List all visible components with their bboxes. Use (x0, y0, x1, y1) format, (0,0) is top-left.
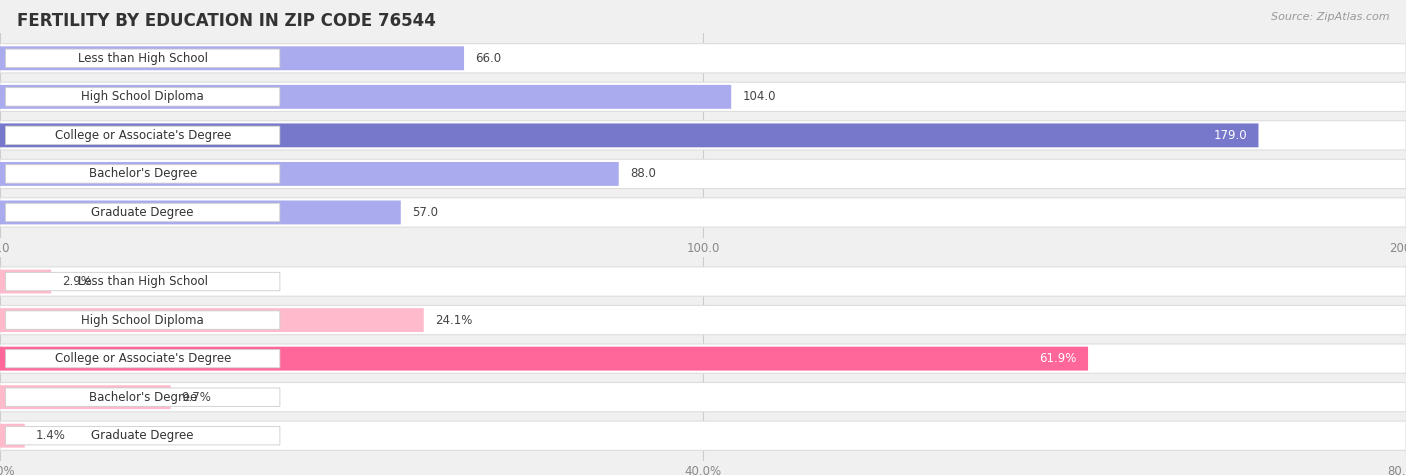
FancyBboxPatch shape (0, 47, 464, 70)
FancyBboxPatch shape (0, 85, 731, 109)
Text: 61.9%: 61.9% (1039, 352, 1077, 365)
FancyBboxPatch shape (6, 388, 280, 407)
FancyBboxPatch shape (0, 121, 1406, 150)
Text: Less than High School: Less than High School (77, 52, 208, 65)
FancyBboxPatch shape (6, 87, 280, 106)
FancyBboxPatch shape (0, 424, 25, 447)
FancyBboxPatch shape (6, 49, 280, 67)
FancyBboxPatch shape (0, 270, 51, 294)
Text: 1.4%: 1.4% (37, 429, 66, 442)
FancyBboxPatch shape (0, 382, 1406, 412)
Text: 9.7%: 9.7% (181, 390, 211, 404)
Text: 104.0: 104.0 (742, 90, 776, 104)
FancyBboxPatch shape (6, 272, 280, 291)
FancyBboxPatch shape (6, 203, 280, 222)
FancyBboxPatch shape (6, 126, 280, 144)
Text: Source: ZipAtlas.com: Source: ZipAtlas.com (1271, 12, 1389, 22)
Text: 24.1%: 24.1% (434, 314, 472, 327)
Text: Graduate Degree: Graduate Degree (91, 429, 194, 442)
Text: 88.0: 88.0 (630, 167, 655, 180)
FancyBboxPatch shape (0, 344, 1406, 373)
FancyBboxPatch shape (0, 200, 401, 224)
Text: 66.0: 66.0 (475, 52, 502, 65)
FancyBboxPatch shape (0, 385, 170, 409)
FancyBboxPatch shape (0, 124, 1258, 147)
FancyBboxPatch shape (0, 421, 1406, 450)
Text: High School Diploma: High School Diploma (82, 314, 204, 327)
FancyBboxPatch shape (6, 350, 280, 368)
FancyBboxPatch shape (0, 82, 1406, 112)
Text: 179.0: 179.0 (1213, 129, 1247, 142)
FancyBboxPatch shape (0, 44, 1406, 73)
FancyBboxPatch shape (0, 267, 1406, 296)
Text: Bachelor's Degree: Bachelor's Degree (89, 390, 197, 404)
Text: High School Diploma: High School Diploma (82, 90, 204, 104)
FancyBboxPatch shape (0, 347, 1088, 370)
FancyBboxPatch shape (0, 198, 1406, 227)
Text: College or Associate's Degree: College or Associate's Degree (55, 352, 231, 365)
Text: Graduate Degree: Graduate Degree (91, 206, 194, 219)
Text: 2.9%: 2.9% (62, 275, 91, 288)
FancyBboxPatch shape (6, 165, 280, 183)
Text: Less than High School: Less than High School (77, 275, 208, 288)
FancyBboxPatch shape (0, 159, 1406, 189)
Text: Bachelor's Degree: Bachelor's Degree (89, 167, 197, 180)
FancyBboxPatch shape (6, 427, 280, 445)
FancyBboxPatch shape (6, 311, 280, 329)
FancyBboxPatch shape (0, 305, 1406, 335)
FancyBboxPatch shape (0, 162, 619, 186)
Text: 57.0: 57.0 (412, 206, 437, 219)
Text: FERTILITY BY EDUCATION IN ZIP CODE 76544: FERTILITY BY EDUCATION IN ZIP CODE 76544 (17, 12, 436, 30)
Text: College or Associate's Degree: College or Associate's Degree (55, 129, 231, 142)
FancyBboxPatch shape (0, 308, 423, 332)
